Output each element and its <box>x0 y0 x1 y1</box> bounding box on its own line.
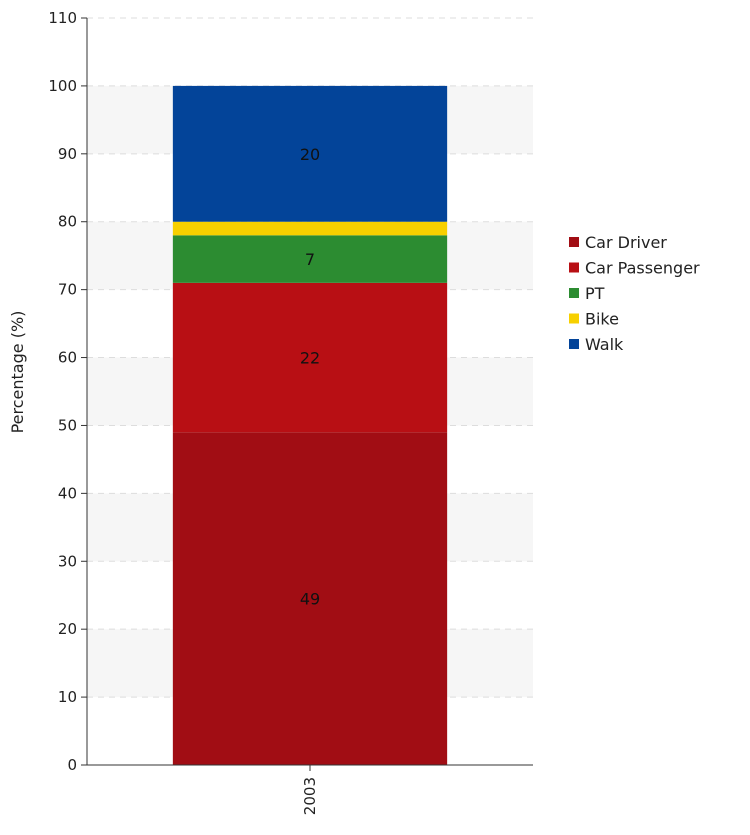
y-tick-label: 30 <box>58 552 77 570</box>
data-label: 49 <box>300 590 320 609</box>
bar-segment-car-driver <box>172 432 448 765</box>
legend-swatch <box>569 237 579 247</box>
y-tick-label: 70 <box>58 281 77 299</box>
y-tick-label: 60 <box>58 349 77 367</box>
y-axis-title: Percentage (%) <box>8 311 27 434</box>
data-label: 20 <box>300 145 320 164</box>
x-tick-label: 2003 <box>301 777 319 815</box>
legend-label: PT <box>585 284 605 303</box>
y-tick-label: 90 <box>58 145 77 163</box>
legend-label: Car Driver <box>585 233 667 252</box>
y-tick-label: 0 <box>67 756 77 774</box>
segment-labels: 49 22 7 20 <box>300 145 320 609</box>
y-tick-label: 110 <box>48 9 77 27</box>
legend-label: Bike <box>585 310 619 329</box>
x-axis-ticks: 2003 <box>301 765 319 815</box>
y-axis-ticks: 0 10 20 30 40 50 60 70 80 90 100 110 <box>48 9 87 774</box>
bar-segment-pt <box>172 235 448 283</box>
legend-swatch <box>569 313 579 324</box>
y-tick-label: 80 <box>58 213 77 231</box>
legend-swatch <box>569 339 579 349</box>
bar-segment-walk <box>172 85 448 222</box>
y-tick-label: 100 <box>48 77 77 95</box>
y-tick-label: 40 <box>58 484 77 502</box>
bar-segments <box>172 85 448 765</box>
bar-segment-car-passenger <box>172 282 448 433</box>
bar-segment-bike <box>172 221 448 236</box>
legend-label: Car Passenger <box>585 259 700 278</box>
y-tick-label: 10 <box>58 688 77 706</box>
legend: Car Driver Car Passenger PT Bike Walk <box>569 233 700 354</box>
legend-label: Walk <box>585 335 624 354</box>
y-tick-label: 50 <box>58 416 77 434</box>
legend-swatch <box>569 288 579 298</box>
legend-swatch <box>569 262 579 273</box>
y-tick-label: 20 <box>58 620 77 638</box>
data-label: 22 <box>300 349 320 368</box>
data-label: 7 <box>305 250 315 269</box>
